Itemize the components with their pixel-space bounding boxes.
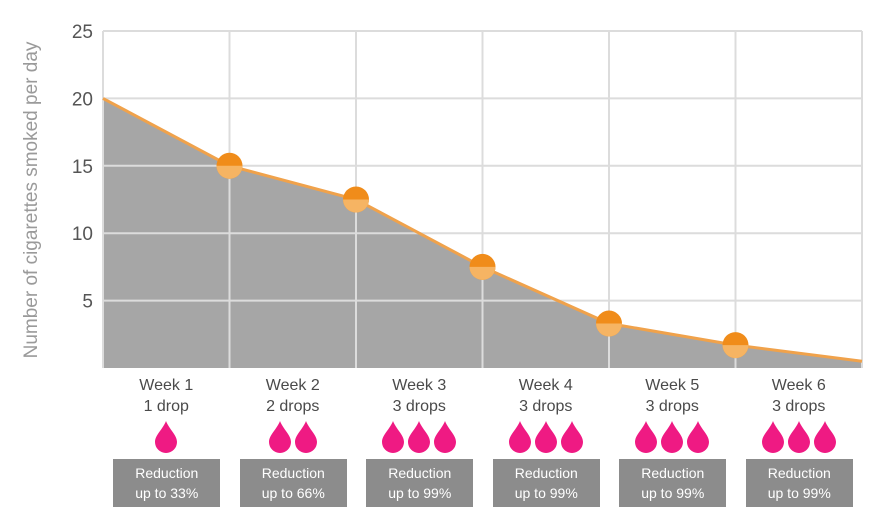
week-drop-count: 3 drops	[392, 398, 446, 415]
week-drop-count: 2 drops	[266, 398, 320, 415]
week-title: Week 6	[771, 377, 826, 394]
drop-icons	[103, 420, 229, 460]
y-tick-label: 15	[72, 157, 93, 178]
week-label: Week 2 2 drops	[230, 375, 356, 417]
reduction-amount: up to 33%	[135, 485, 199, 501]
y-tick-label: 25	[72, 22, 93, 43]
drop-icons	[483, 420, 609, 460]
drop-icons	[230, 420, 356, 460]
week-title: Week 2	[265, 377, 320, 394]
week-label: Week 5 3 drops	[609, 375, 735, 417]
y-tick-label: 5	[82, 292, 93, 313]
reduction-amount: up to 99%	[388, 485, 452, 501]
reduction-amount: up to 99%	[514, 485, 578, 501]
drop-icon	[382, 421, 405, 453]
week-title: Week 3	[392, 377, 447, 394]
y-axis-label: Number of cigarettes smoked per day	[21, 41, 42, 358]
week-label: Week 1 1 drop	[103, 375, 229, 417]
reduction-badge: Reduction up to 33%	[113, 459, 221, 507]
drop-icon	[560, 421, 583, 453]
drop-icon	[661, 421, 684, 453]
week-drop-count: 3 drops	[772, 398, 826, 415]
drop-icon	[294, 421, 317, 453]
y-tick-label: 10	[72, 224, 93, 245]
reduction-amount: up to 99%	[767, 485, 831, 501]
week-drop-count: 3 drops	[645, 398, 699, 415]
reduction-badge: Reduction up to 66%	[239, 459, 347, 507]
week-title: Week 5	[645, 377, 700, 394]
drop-icon	[687, 421, 710, 453]
data-point-marker-lower	[343, 199, 369, 213]
week-title: Week 1	[139, 377, 194, 394]
week-drop-count: 3 drops	[519, 398, 573, 415]
drop-icons	[609, 420, 735, 460]
reduction-label: Reduction	[135, 465, 199, 481]
drop-icon	[534, 421, 557, 453]
drop-icon	[155, 421, 178, 453]
reduction-label: Reduction	[641, 465, 705, 481]
week-label: Week 4 3 drops	[483, 375, 609, 417]
drop-icon	[787, 421, 810, 453]
reduction-label: Reduction	[514, 465, 578, 481]
drop-icon	[408, 421, 431, 453]
drop-icon	[268, 421, 291, 453]
week-drop-count: 1 drop	[143, 398, 189, 415]
data-point-marker-lower	[722, 345, 749, 359]
reduction-amount: up to 99%	[641, 485, 705, 501]
drop-icon	[813, 421, 836, 453]
drop-icon	[508, 421, 531, 453]
y-tick-label: 20	[72, 89, 93, 110]
drop-icons	[736, 420, 862, 460]
reduction-label: Reduction	[767, 465, 831, 481]
data-point-marker-lower	[596, 323, 622, 337]
reduction-badge: Reduction up to 99%	[492, 459, 600, 507]
drop-icons	[356, 420, 482, 460]
week-label: Week 3 3 drops	[356, 375, 482, 417]
reduction-badge: Reduction up to 99%	[619, 459, 727, 507]
reduction-badge: Reduction up to 99%	[366, 459, 474, 507]
data-point-marker-lower	[216, 165, 243, 179]
reduction-label: Reduction	[388, 465, 452, 481]
week-label: Week 6 3 drops	[736, 375, 862, 417]
drop-icon	[434, 421, 457, 453]
week-title: Week 4	[518, 377, 573, 394]
data-point-marker-lower	[469, 266, 496, 280]
reduction-amount: up to 66%	[261, 485, 325, 501]
reduction-badge: Reduction up to 99%	[745, 459, 853, 507]
drop-icon	[761, 421, 784, 453]
drop-icon	[635, 421, 658, 453]
reduction-label: Reduction	[261, 465, 325, 481]
